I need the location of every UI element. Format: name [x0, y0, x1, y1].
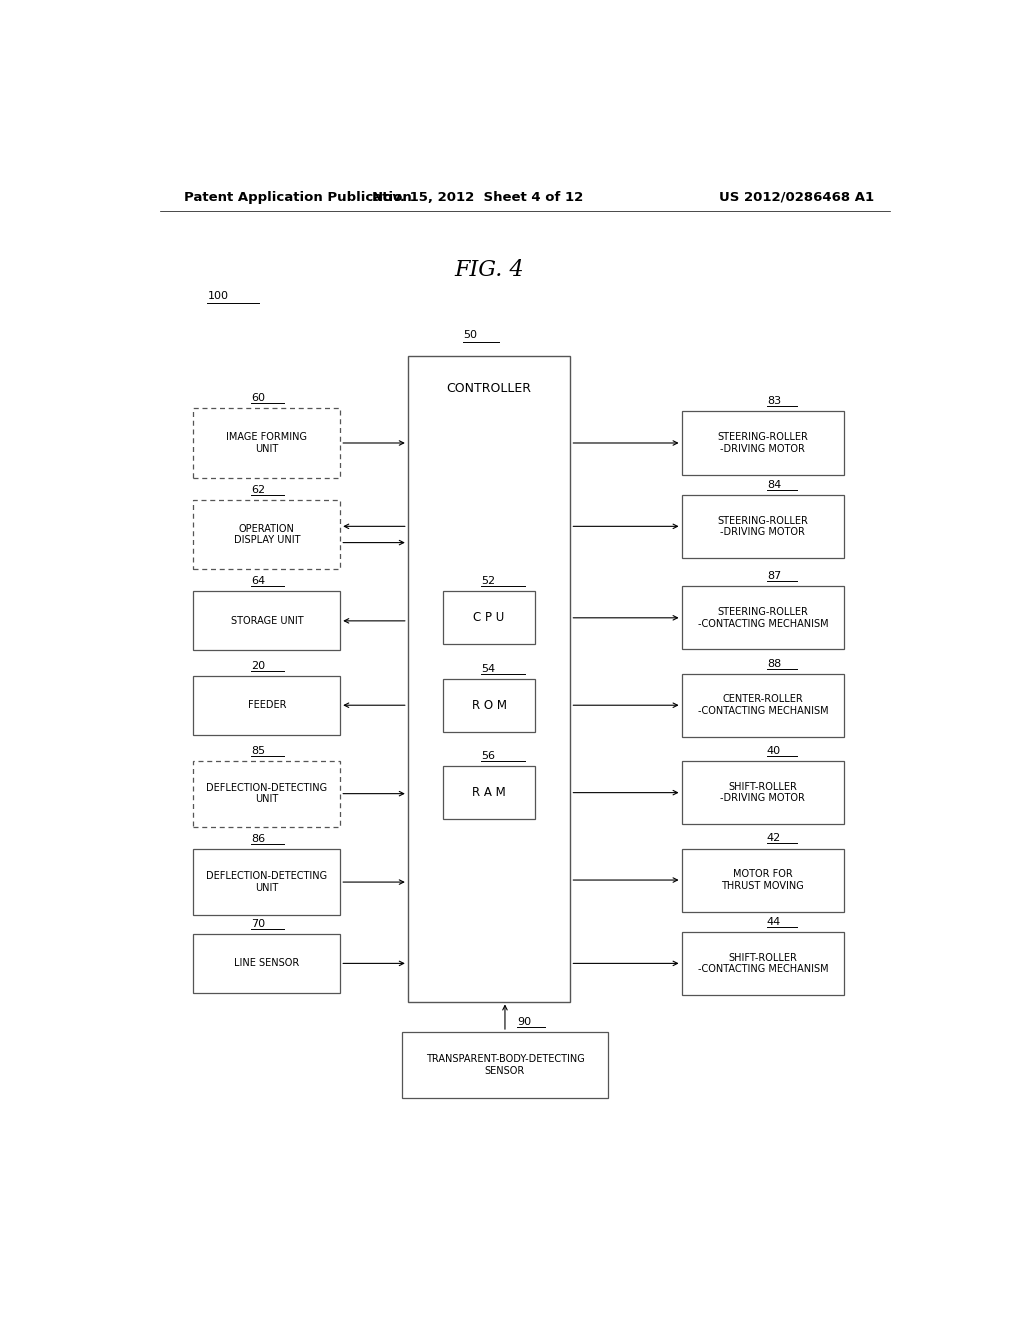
Bar — [194, 408, 340, 478]
Text: C P U: C P U — [473, 611, 505, 624]
Text: STEERING-ROLLER
-DRIVING MOTOR: STEERING-ROLLER -DRIVING MOTOR — [718, 432, 808, 454]
Text: 50: 50 — [463, 330, 477, 339]
Text: 56: 56 — [481, 751, 496, 762]
Text: 20: 20 — [251, 661, 265, 671]
Text: R O M: R O M — [472, 698, 507, 711]
Text: 60: 60 — [251, 393, 265, 404]
Text: STEERING-ROLLER
-CONTACTING MECHANISM: STEERING-ROLLER -CONTACTING MECHANISM — [697, 607, 828, 628]
Text: R A M: R A M — [472, 787, 506, 799]
Text: SHIFT-ROLLER
-DRIVING MOTOR: SHIFT-ROLLER -DRIVING MOTOR — [721, 781, 805, 804]
Text: 87: 87 — [767, 572, 781, 581]
Text: 90: 90 — [517, 1016, 531, 1027]
Bar — [194, 935, 340, 993]
Bar — [194, 760, 340, 826]
Bar — [682, 495, 844, 558]
Bar — [682, 673, 844, 737]
Bar — [194, 676, 340, 735]
Bar — [682, 586, 844, 649]
Text: Patent Application Publication: Patent Application Publication — [183, 190, 412, 203]
Text: SHIFT-ROLLER
-CONTACTING MECHANISM: SHIFT-ROLLER -CONTACTING MECHANISM — [697, 953, 828, 974]
Text: STEERING-ROLLER
-DRIVING MOTOR: STEERING-ROLLER -DRIVING MOTOR — [718, 516, 808, 537]
Bar — [443, 766, 535, 818]
Text: Nov. 15, 2012  Sheet 4 of 12: Nov. 15, 2012 Sheet 4 of 12 — [372, 190, 583, 203]
Text: 86: 86 — [251, 834, 265, 843]
Text: TRANSPARENT-BODY-DETECTING
SENSOR: TRANSPARENT-BODY-DETECTING SENSOR — [426, 1055, 585, 1076]
Text: 88: 88 — [767, 659, 781, 669]
Bar — [443, 591, 535, 644]
Text: OPERATION
DISPLAY UNIT: OPERATION DISPLAY UNIT — [233, 524, 300, 545]
Text: 64: 64 — [251, 577, 265, 586]
Bar — [682, 849, 844, 912]
Text: 54: 54 — [481, 664, 496, 673]
Bar — [443, 678, 535, 731]
Text: DEFLECTION-DETECTING
UNIT: DEFLECTION-DETECTING UNIT — [206, 783, 328, 804]
Text: 85: 85 — [251, 746, 265, 755]
Bar — [194, 849, 340, 915]
Text: 40: 40 — [767, 746, 781, 756]
Bar — [194, 591, 340, 651]
Text: 70: 70 — [251, 919, 265, 929]
Text: DEFLECTION-DETECTING
UNIT: DEFLECTION-DETECTING UNIT — [206, 871, 328, 892]
Text: MOTOR FOR
THRUST MOVING: MOTOR FOR THRUST MOVING — [722, 870, 804, 891]
Text: 62: 62 — [251, 484, 265, 495]
Text: US 2012/0286468 A1: US 2012/0286468 A1 — [719, 190, 873, 203]
Text: IMAGE FORMING
UNIT: IMAGE FORMING UNIT — [226, 432, 307, 454]
Bar — [682, 762, 844, 824]
Text: CENTER-ROLLER
-CONTACTING MECHANISM: CENTER-ROLLER -CONTACTING MECHANISM — [697, 694, 828, 715]
Text: 100: 100 — [207, 290, 228, 301]
Text: LINE SENSOR: LINE SENSOR — [234, 958, 299, 969]
Bar — [682, 412, 844, 474]
Text: 83: 83 — [767, 396, 781, 407]
Text: CONTROLLER: CONTROLLER — [446, 381, 531, 395]
Text: 84: 84 — [767, 479, 781, 490]
Bar — [401, 1032, 608, 1098]
Bar — [682, 932, 844, 995]
Bar — [408, 356, 570, 1002]
Text: FEEDER: FEEDER — [248, 700, 286, 710]
Text: 52: 52 — [481, 577, 496, 586]
Bar — [194, 500, 340, 569]
Text: 42: 42 — [767, 833, 781, 843]
Text: STORAGE UNIT: STORAGE UNIT — [230, 616, 303, 626]
Text: 44: 44 — [767, 917, 781, 927]
Text: FIG. 4: FIG. 4 — [455, 259, 524, 281]
